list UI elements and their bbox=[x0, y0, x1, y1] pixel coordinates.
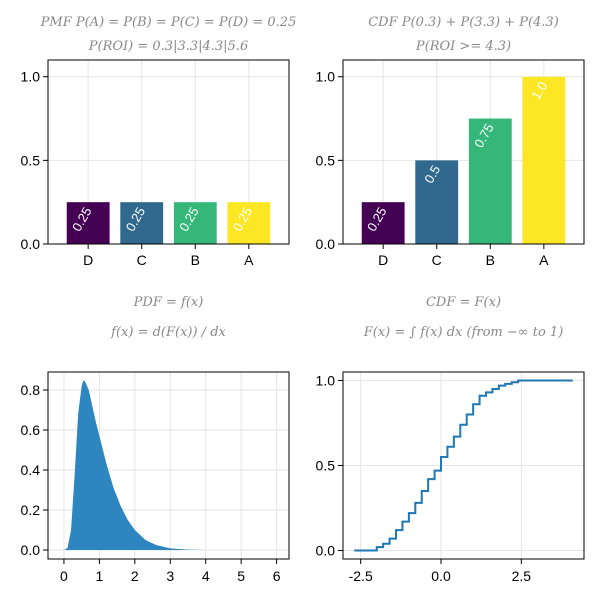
bar-A bbox=[522, 76, 566, 245]
y-tick-label: 0.0 bbox=[316, 236, 336, 252]
panel-pmf: PMF P(A) = P(B) = P(C) = P(D) = 0.25 P(RO… bbox=[21, 15, 297, 268]
y-tick-label: 1.0 bbox=[316, 69, 336, 85]
bar-C bbox=[120, 202, 164, 244]
x-tick-label: 1 bbox=[95, 568, 103, 584]
y-tick-label: 0.0 bbox=[316, 543, 336, 559]
bar-B bbox=[173, 202, 217, 244]
x-tick-label: 5 bbox=[237, 568, 245, 584]
panel-cdf_bar: CDF P(0.3) + P(3.3) + P(4.3) P(ROI >= 4.3… bbox=[316, 15, 585, 268]
panel-title-line: CDF = F(x) bbox=[426, 295, 501, 310]
y-tick-label: 1.0 bbox=[316, 373, 336, 389]
x-tick-label: 3 bbox=[166, 568, 174, 584]
y-tick-label: 0.6 bbox=[21, 422, 41, 438]
axes-frame bbox=[47, 59, 290, 245]
axes-frame bbox=[342, 59, 585, 245]
y-tick-label: 0.2 bbox=[21, 502, 41, 518]
panel-title-line: f(x) = d(F(x)) / dx bbox=[110, 325, 226, 340]
y-tick-label: 0.5 bbox=[21, 152, 41, 168]
bar-C bbox=[415, 160, 459, 244]
x-tick-label: A bbox=[244, 252, 254, 268]
x-tick-label: 6 bbox=[273, 568, 281, 584]
y-tick-label: 1.0 bbox=[21, 69, 41, 85]
panel-title-line: F(x) = ∫ f(x) dx (from −∞ to 1) bbox=[363, 325, 564, 340]
x-tick-label: -2.5 bbox=[349, 568, 373, 584]
panel-pdf: PDF = f(x) f(x) = d(F(x)) / dx 0 1 2 3 4 5 6 0.0 0… bbox=[21, 295, 290, 584]
panel-title-line: P(ROI) = 0.3|3.3|4.3|5.6 bbox=[88, 39, 248, 54]
panel-ecdf: CDF = F(x) F(x) = ∫ f(x) dx (from −∞ to 1… bbox=[316, 295, 585, 584]
x-tick-label: 2.5 bbox=[512, 568, 532, 584]
y-tick-label: 0.5 bbox=[316, 458, 336, 474]
panel-title-line: PMF P(A) = P(B) = P(C) = P(D) = 0.25 bbox=[40, 15, 297, 30]
ecdf-line bbox=[354, 379, 573, 552]
x-tick-label: B bbox=[486, 252, 495, 268]
y-tick-label: 0.4 bbox=[21, 462, 41, 478]
x-tick-label: 0 bbox=[60, 568, 68, 584]
bar-B bbox=[468, 118, 512, 244]
x-tick-label: C bbox=[432, 252, 442, 268]
y-tick-label: 0.0 bbox=[21, 542, 41, 558]
x-tick-label: 4 bbox=[202, 568, 210, 584]
x-tick-label: 2 bbox=[131, 568, 139, 584]
x-tick-label: A bbox=[539, 252, 549, 268]
axes-frame bbox=[47, 371, 290, 560]
y-tick-label: 0.8 bbox=[21, 382, 41, 398]
y-tick-label: 0.5 bbox=[316, 152, 336, 168]
bar-D bbox=[66, 202, 110, 244]
x-tick-label: B bbox=[191, 252, 200, 268]
pdf-area bbox=[63, 380, 206, 550]
x-tick-label: C bbox=[137, 252, 147, 268]
axes-frame bbox=[342, 371, 585, 560]
x-tick-label: D bbox=[83, 252, 93, 268]
panel-title-line: CDF P(0.3) + P(3.3) + P(4.3) bbox=[368, 15, 559, 30]
panel-title-line: PDF = f(x) bbox=[133, 295, 204, 310]
x-tick-label: 0.0 bbox=[431, 568, 451, 584]
bar-A bbox=[227, 202, 271, 244]
bar-D bbox=[361, 202, 405, 244]
x-tick-label: D bbox=[378, 252, 388, 268]
y-tick-label: 0.0 bbox=[21, 236, 41, 252]
panel-title-line: P(ROI >= 4.3) bbox=[415, 39, 511, 54]
